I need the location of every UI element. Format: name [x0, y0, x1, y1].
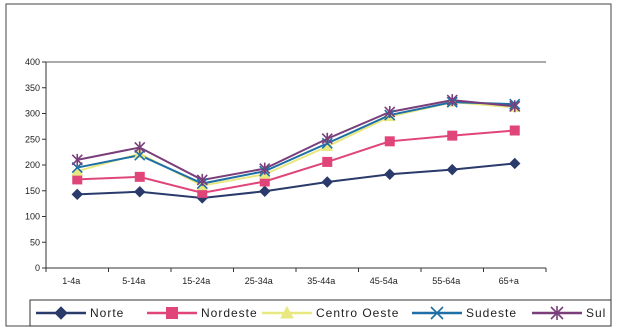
x-tick-group: 1-4a 5-14a 15-24a 25-34a 35-44a 45-54a 55-64a 6…: [45, 268, 547, 286]
data-point: [446, 163, 458, 176]
data-point: [321, 176, 333, 188]
data-point: [447, 130, 458, 141]
data-point: [71, 153, 83, 166]
data-point: [384, 105, 396, 118]
legend-label: Sul: [586, 306, 606, 320]
legend-label: Sudeste: [466, 306, 517, 320]
legend-box: [29, 299, 612, 327]
data-point: [134, 171, 145, 182]
data-point: [384, 168, 396, 180]
data-point: [259, 162, 271, 175]
legend: Norte Nordeste Centro Oeste Sudeste Sul: [29, 299, 612, 327]
legend-label: Norte: [90, 306, 124, 320]
legend-marker: [166, 307, 178, 319]
data-point: [384, 136, 395, 147]
y-tick-label: 0: [35, 263, 40, 273]
x-tick-label: 25-34a: [245, 276, 273, 286]
y-tick-label: 100: [25, 212, 40, 222]
series-line-sul: [77, 99, 515, 181]
chart-frame: [5, 3, 612, 327]
data-point: [509, 125, 520, 136]
x-tick-label: 65+a: [499, 276, 519, 286]
data-point: [321, 132, 333, 145]
x-tick-label: 45-54a: [370, 276, 398, 286]
y-tick-label: 250: [25, 134, 40, 144]
data-point: [509, 100, 521, 113]
y-tick-label: 150: [25, 186, 40, 196]
legend-marker: [430, 306, 444, 320]
series-markers: [71, 94, 521, 204]
y-tick-label: 350: [25, 83, 40, 93]
legend-label: Nordeste: [201, 306, 258, 320]
x-tick-label: 1-4a: [62, 276, 80, 286]
data-point: [322, 156, 333, 167]
series-line-sudeste: [77, 101, 515, 185]
series-lines: [76, 99, 515, 199]
x-tick-label: 15-24a: [182, 276, 210, 286]
x-tick-label: 35-44a: [307, 276, 335, 286]
legend-marker: [54, 306, 68, 320]
series-line-norte: [77, 162, 515, 199]
legend-marker: [550, 306, 564, 320]
data-point: [259, 185, 271, 197]
y-tick-group: 0 50 100 150 200 250 300 350 400: [25, 57, 46, 273]
data-point: [72, 174, 83, 185]
x-tick-label: 5-14a: [122, 276, 145, 286]
data-point: [509, 157, 521, 170]
data-point: [446, 94, 458, 107]
legend-label: Centro Oeste: [316, 306, 399, 320]
legend-marker: [280, 305, 294, 319]
data-point: [134, 186, 146, 198]
data-point: [71, 188, 83, 201]
series-line-nordeste: [77, 129, 515, 194]
data-point: [196, 173, 208, 186]
y-tick-label: 300: [25, 109, 40, 119]
y-tick-label: 400: [25, 57, 40, 67]
data-point: [134, 141, 146, 154]
x-tick-label: 55-64a: [432, 276, 460, 286]
y-tick-label: 200: [25, 160, 40, 170]
y-tick-label: 50: [30, 237, 40, 247]
